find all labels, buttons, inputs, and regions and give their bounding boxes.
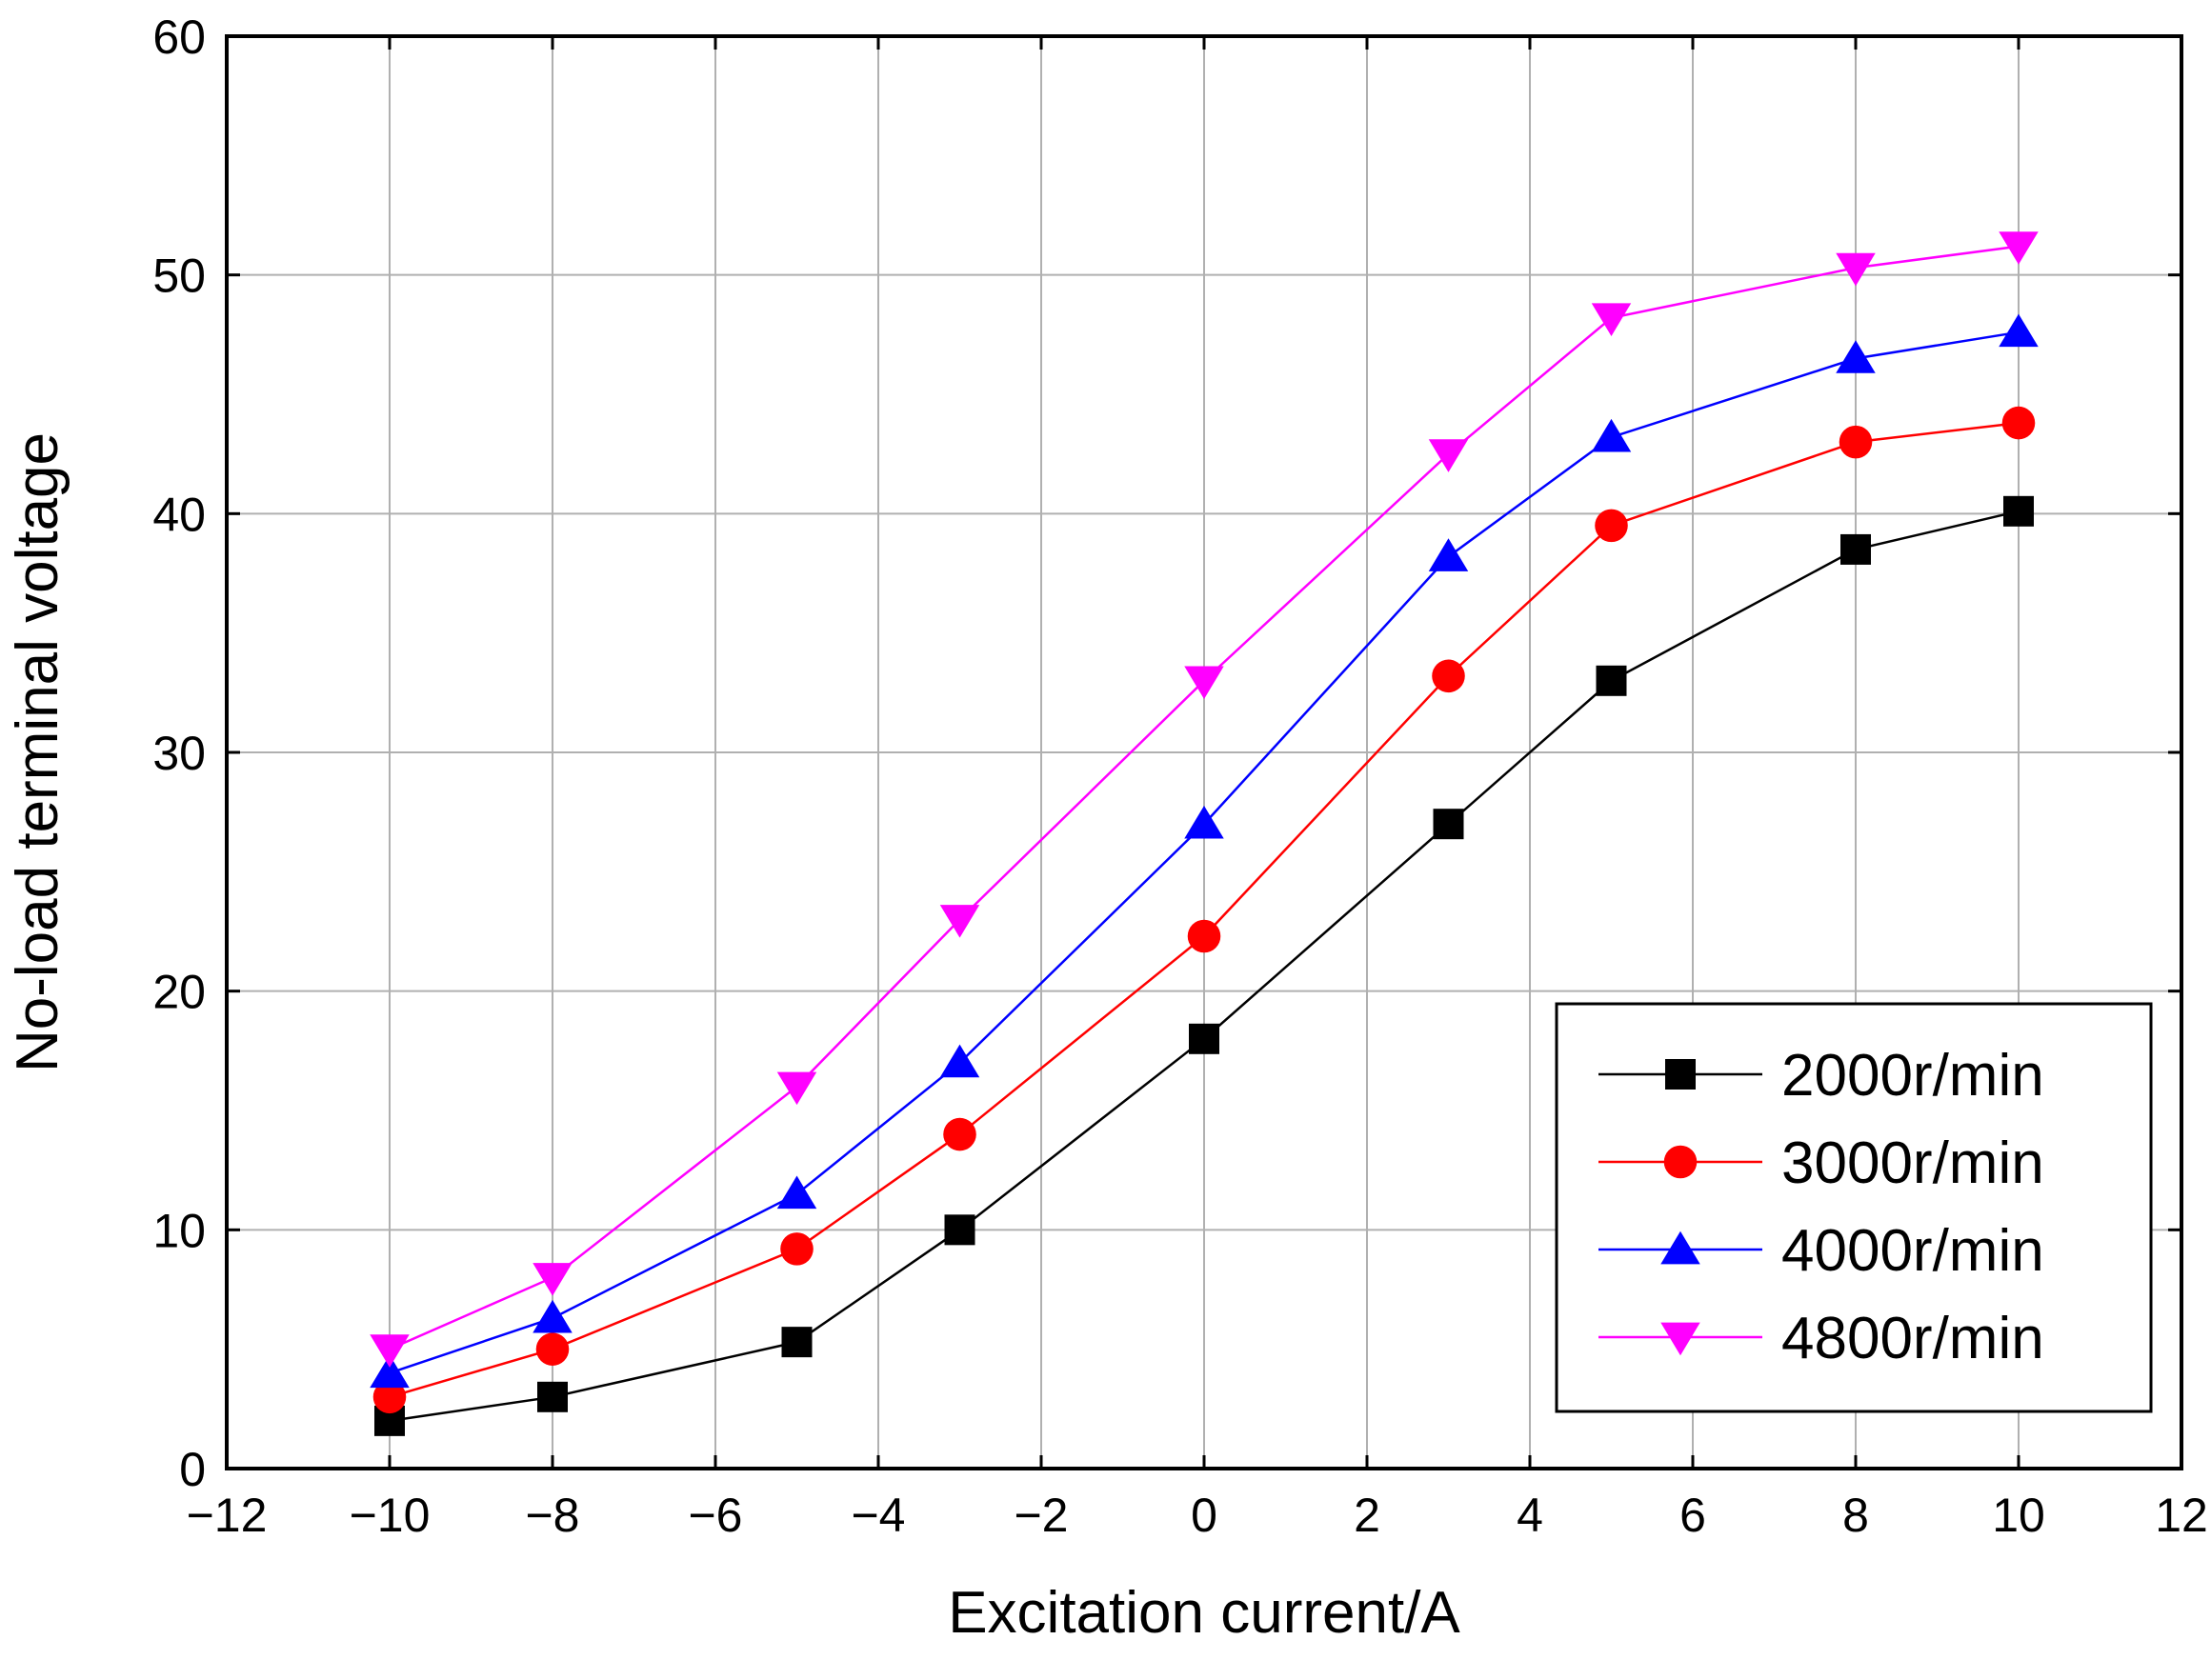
x-tick-label: 10 — [1992, 1489, 2045, 1542]
legend-label: 4800r/min — [1781, 1306, 2044, 1371]
data-point-square — [2003, 495, 2034, 527]
x-tick-label: 8 — [1842, 1489, 1869, 1542]
data-point-triangle-up — [370, 1354, 410, 1389]
x-tick-label: −12 — [187, 1489, 268, 1542]
x-tick-label: 4 — [1517, 1489, 1543, 1542]
data-point-triangle-down — [1999, 231, 2039, 265]
y-tick-label: 40 — [152, 488, 206, 541]
legend-entry: 2000r/min — [1598, 1043, 2044, 1109]
data-point-square — [1189, 1023, 1219, 1054]
x-tick-label: −8 — [525, 1489, 579, 1542]
x-tick-label: −6 — [688, 1489, 742, 1542]
data-point-square — [944, 1214, 975, 1246]
y-tick-label: 60 — [152, 10, 206, 64]
y-tick-label: 50 — [152, 250, 206, 303]
x-axis-title: Excitation current/A — [948, 1580, 1460, 1646]
y-axis-title: No-load terminal voltage — [5, 432, 70, 1072]
data-point-circle — [1432, 659, 1465, 693]
x-tick-label: 2 — [1354, 1489, 1380, 1542]
data-point-triangle-down — [776, 1071, 817, 1106]
data-point-square — [1840, 533, 1871, 565]
x-tick-label: 0 — [1191, 1489, 1217, 1542]
data-point-square — [1433, 809, 1464, 840]
legend-entry: 4000r/min — [1598, 1218, 2044, 1284]
legend-marker — [1660, 1230, 1700, 1265]
data-point-circle — [2001, 406, 2036, 440]
x-tick-label: −10 — [350, 1489, 431, 1542]
y-tick-label: 20 — [152, 966, 206, 1019]
data-point-circle — [780, 1232, 814, 1266]
data-point-triangle-up — [1836, 340, 1876, 373]
y-tick-label: 0 — [179, 1443, 206, 1496]
series-4800r/min — [370, 231, 2039, 1368]
data-point-circle — [535, 1332, 570, 1366]
series-3000r/min — [372, 406, 2036, 1414]
data-point-triangle-down — [1184, 666, 1224, 699]
data-point-triangle-down — [370, 1334, 410, 1368]
data-point-triangle-up — [1591, 418, 1632, 452]
y-tick-label: 30 — [152, 727, 206, 780]
legend-entry: 4800r/min — [1598, 1306, 2044, 1371]
data-point-triangle-down — [1591, 303, 1632, 336]
legend-label: 4000r/min — [1781, 1218, 2044, 1284]
data-point-circle — [1187, 919, 1221, 953]
grid-lines — [227, 36, 2181, 1469]
legend-marker — [1663, 1145, 1698, 1179]
legend: 2000r/min 3000r/min 4000r/min 4800r/min — [1555, 1002, 2153, 1413]
data-point-triangle-up — [1428, 538, 1469, 571]
data-point-triangle-down — [1428, 439, 1469, 472]
data-point-square — [1596, 665, 1627, 696]
legend-box — [1555, 1002, 2153, 1413]
data-point-triangle-up — [1999, 313, 2039, 348]
x-tick-label: 6 — [1679, 1489, 1706, 1542]
axis-ticks: −12 −10 −8 −6 −4 −2 0 2 4 6 8 10 12 0 10 20 30 40 50 60 — [152, 10, 2207, 1542]
data-point-triangle-up — [939, 1044, 980, 1078]
data-point-circle — [943, 1117, 976, 1151]
data-point-triangle-down — [533, 1263, 573, 1296]
series-4000r/min — [370, 313, 2039, 1389]
data-point-triangle-up — [533, 1299, 573, 1333]
data-point-triangle-up — [1184, 806, 1224, 839]
y-tick-label: 10 — [152, 1204, 206, 1257]
legend-marker — [1660, 1322, 1700, 1356]
data-point-circle — [372, 1380, 407, 1414]
data-series — [370, 231, 2039, 1436]
x-tick-label: −2 — [1014, 1489, 1068, 1542]
data-point-triangle-down — [1836, 252, 1876, 287]
legend-marker — [1665, 1059, 1696, 1090]
data-point-circle — [1839, 425, 1873, 459]
data-point-square — [537, 1381, 568, 1412]
data-point-triangle-down — [939, 905, 980, 938]
legend-label: 2000r/min — [1781, 1043, 2044, 1109]
x-tick-label: −4 — [851, 1489, 905, 1542]
x-tick-label: 12 — [2155, 1489, 2208, 1542]
legend-entry: 3000r/min — [1598, 1130, 2044, 1196]
data-point-square — [781, 1327, 813, 1358]
data-point-triangle-up — [776, 1175, 817, 1210]
legend-label: 3000r/min — [1781, 1130, 2044, 1196]
data-point-circle — [1595, 509, 1628, 543]
